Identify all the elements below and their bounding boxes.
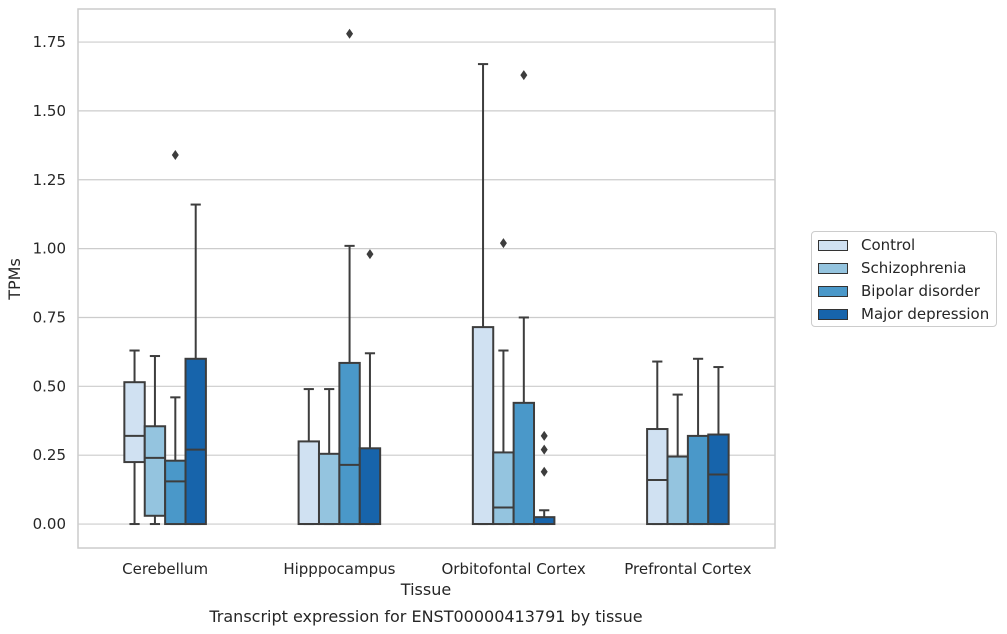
y-tick-label: 0.00 bbox=[33, 515, 66, 533]
outlier-point bbox=[540, 466, 548, 477]
y-tick-label: 1.50 bbox=[33, 102, 66, 120]
box-control bbox=[297, 388, 320, 526]
box-schizophrenia bbox=[143, 355, 167, 526]
box-schizophrenia bbox=[317, 388, 341, 526]
box-major-depression bbox=[358, 249, 382, 526]
box-major-depression bbox=[184, 203, 207, 526]
gridlines bbox=[78, 41, 775, 525]
legend-item: Control bbox=[818, 235, 915, 255]
legend-label: Bipolar disorder bbox=[861, 282, 980, 300]
y-tick-label: 1.00 bbox=[33, 240, 66, 258]
box-bipolar-disorder bbox=[686, 357, 710, 526]
x-tick-label: Prefrontal Cortex bbox=[624, 560, 751, 578]
legend-swatch bbox=[818, 308, 848, 320]
x-axis-label: Tissue bbox=[400, 580, 451, 599]
outlier-point bbox=[346, 28, 354, 39]
box-control bbox=[471, 63, 495, 526]
legend-label: Control bbox=[861, 236, 916, 254]
legend-item: Major depression bbox=[818, 304, 989, 324]
y-axis-label: TPMs bbox=[5, 258, 24, 301]
boxes bbox=[123, 28, 730, 526]
x-tick-label: Hipppocampus bbox=[283, 560, 395, 578]
box-iqr bbox=[533, 516, 556, 526]
legend-item: Bipolar disorder bbox=[818, 281, 980, 301]
box-bipolar-disorder bbox=[338, 28, 361, 526]
y-tick-label: 1.25 bbox=[33, 171, 66, 189]
plot-frame bbox=[77, 8, 776, 549]
x-tick-label: Cerebellum bbox=[122, 560, 208, 578]
box-iqr bbox=[471, 326, 495, 526]
box-major-depression bbox=[533, 430, 556, 526]
outlier-point bbox=[540, 430, 548, 441]
box-iqr bbox=[707, 433, 730, 526]
outlier-point bbox=[171, 149, 179, 160]
legend-swatch bbox=[818, 239, 848, 251]
box-iqr bbox=[317, 452, 341, 526]
box-iqr bbox=[666, 455, 689, 526]
box-iqr bbox=[123, 381, 146, 464]
y-tick-label: 1.75 bbox=[33, 33, 66, 51]
legend: Control Schizophrenia Bipolar disorder Majo… bbox=[811, 231, 997, 327]
legend-label: Major depression bbox=[861, 305, 990, 323]
box-schizophrenia bbox=[666, 393, 689, 526]
box-major-depression bbox=[707, 366, 730, 526]
legend-swatch bbox=[818, 285, 848, 297]
box-iqr bbox=[686, 434, 710, 526]
chart-title: Transcript expression for ENST0000041379… bbox=[208, 607, 642, 626]
box-iqr bbox=[164, 459, 187, 526]
y-tick-label: 0.25 bbox=[33, 446, 66, 464]
y-axis-ticks: 0.00 0.25 0.50 0.75 1.00 1.25 1.50 1.75 bbox=[33, 33, 66, 533]
outlier-point bbox=[366, 249, 374, 260]
box-iqr bbox=[297, 440, 320, 526]
box-schizophrenia bbox=[492, 238, 515, 526]
box-iqr bbox=[143, 425, 167, 517]
outlier-point bbox=[540, 444, 548, 455]
legend-swatch bbox=[818, 262, 848, 274]
legend-item: Schizophrenia bbox=[818, 258, 966, 278]
box-bipolar-disorder bbox=[164, 149, 187, 526]
box-iqr bbox=[646, 428, 669, 526]
outlier-point bbox=[520, 70, 528, 81]
box-iqr bbox=[358, 447, 382, 526]
legend-label: Schizophrenia bbox=[861, 259, 967, 277]
x-tick-label: Orbitofontal Cortex bbox=[442, 560, 586, 578]
outlier-point bbox=[499, 238, 507, 249]
box-control bbox=[646, 360, 669, 526]
box-iqr bbox=[338, 361, 361, 526]
box-bipolar-disorder bbox=[512, 70, 536, 526]
box-iqr bbox=[492, 451, 515, 526]
box-iqr bbox=[184, 357, 207, 526]
box-control bbox=[123, 349, 146, 526]
box-iqr bbox=[512, 401, 536, 526]
y-tick-label: 0.50 bbox=[33, 377, 66, 395]
x-axis-ticks: Cerebellum Hipppocampus Orbitofontal Corte… bbox=[122, 560, 751, 578]
y-tick-label: 0.75 bbox=[33, 308, 66, 326]
